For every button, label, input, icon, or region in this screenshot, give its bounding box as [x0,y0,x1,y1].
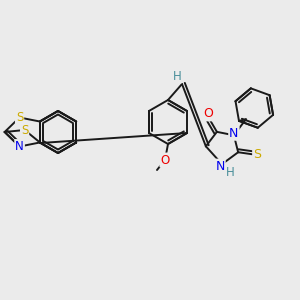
Text: S: S [253,148,261,161]
Text: N: N [229,127,239,140]
Text: O: O [160,154,169,166]
Text: O: O [203,107,213,120]
Text: H: H [226,166,234,178]
Text: N: N [215,160,225,173]
Text: N: N [15,140,24,153]
Text: H: H [172,70,182,83]
Text: S: S [21,124,28,136]
Text: S: S [16,111,23,124]
